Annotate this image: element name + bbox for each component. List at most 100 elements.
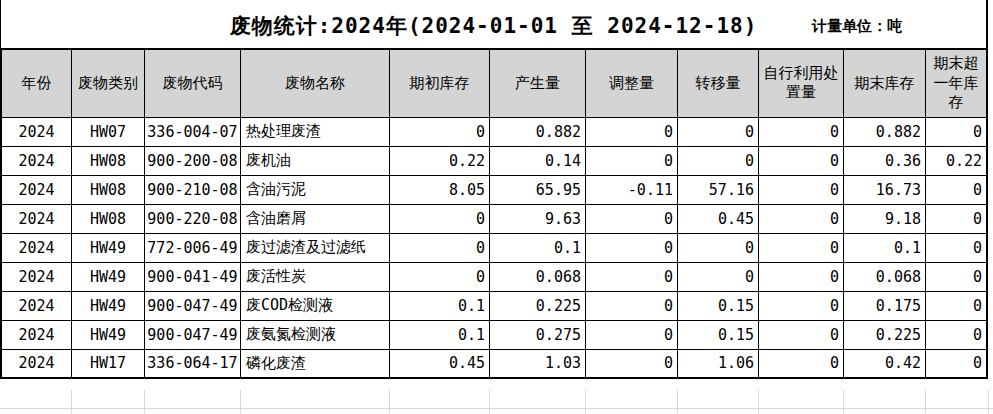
table-cell[interactable]: 0 [926,349,987,378]
column-header[interactable]: 转移量 [678,49,759,117]
table-cell[interactable]: 0 [586,291,678,320]
table-cell[interactable]: HW07 [72,117,145,146]
table-cell[interactable]: 0.068 [844,262,926,291]
table-cell[interactable]: 废氨氮检测液 [241,320,390,349]
table-cell[interactable]: 0 [926,175,987,204]
table-cell[interactable]: 废过滤渣及过滤纸 [241,233,390,262]
table-cell[interactable]: 含油污泥 [241,175,390,204]
table-cell[interactable]: 0 [586,349,678,378]
table-cell[interactable]: 900-220-08 [145,204,241,233]
table-cell[interactable]: 0 [586,233,678,262]
table-cell[interactable]: HW08 [72,204,145,233]
table-cell[interactable]: 9.18 [844,204,926,233]
table-cell[interactable]: 0 [759,262,844,291]
table-cell[interactable]: 0.45 [390,349,490,378]
table-cell[interactable]: 336-064-17 [145,349,241,378]
column-header[interactable]: 废物名称 [241,49,390,117]
table-cell[interactable]: 0.1 [844,233,926,262]
table-cell[interactable]: 含油磨屑 [241,204,390,233]
table-cell[interactable]: 0 [759,320,844,349]
table-cell[interactable]: 0.14 [490,146,586,175]
column-header[interactable]: 废物类别 [72,49,145,117]
table-cell[interactable]: HW08 [72,175,145,204]
table-cell[interactable]: 2024 [2,291,72,320]
table-cell[interactable]: 0 [926,117,987,146]
table-cell[interactable]: 0.175 [844,291,926,320]
table-cell[interactable]: 65.95 [490,175,586,204]
table-cell[interactable]: 0 [390,117,490,146]
table-cell[interactable]: 900-041-49 [145,262,241,291]
table-cell[interactable]: 0.225 [490,291,586,320]
table-cell[interactable]: 0.22 [926,146,987,175]
table-cell[interactable]: 热处理废渣 [241,117,390,146]
table-cell[interactable]: 2024 [2,262,72,291]
column-header[interactable]: 年份 [2,49,72,117]
table-cell[interactable]: 0.1 [390,291,490,320]
table-cell[interactable]: 0 [678,146,759,175]
table-cell[interactable]: 900-200-08 [145,146,241,175]
table-cell[interactable]: 2024 [2,146,72,175]
table-cell[interactable]: 0 [390,262,490,291]
table-cell[interactable]: 336-004-07 [145,117,241,146]
table-cell[interactable]: 0.1 [390,320,490,349]
table-cell[interactable]: 57.16 [678,175,759,204]
table-cell[interactable]: 0.15 [678,291,759,320]
table-cell[interactable]: 1.06 [678,349,759,378]
table-cell[interactable]: 900-047-49 [145,291,241,320]
table-cell[interactable]: 2024 [2,204,72,233]
table-cell[interactable]: HW49 [72,291,145,320]
table-cell[interactable]: HW49 [72,320,145,349]
table-cell[interactable]: 0 [390,233,490,262]
table-cell[interactable]: 0.068 [490,262,586,291]
table-cell[interactable]: 0 [586,320,678,349]
table-cell[interactable]: 0.225 [844,320,926,349]
table-cell[interactable]: 1.03 [490,349,586,378]
table-cell[interactable]: 废机油 [241,146,390,175]
table-cell[interactable]: 0 [926,204,987,233]
table-cell[interactable]: 900-210-08 [145,175,241,204]
table-cell[interactable]: HW49 [72,262,145,291]
table-cell[interactable]: 0 [926,291,987,320]
table-cell[interactable]: 900-047-49 [145,320,241,349]
column-header[interactable]: 废物代码 [145,49,241,117]
table-cell[interactable]: 0 [926,262,987,291]
table-cell[interactable]: 0 [586,262,678,291]
table-cell[interactable]: 废活性炭 [241,262,390,291]
table-cell[interactable]: 0 [390,204,490,233]
table-cell[interactable]: 0 [759,291,844,320]
table-cell[interactable]: 0 [586,204,678,233]
table-cell[interactable]: 2024 [2,320,72,349]
table-cell[interactable]: 磷化废渣 [241,349,390,378]
table-cell[interactable]: 0.22 [390,146,490,175]
table-cell[interactable]: 0 [759,175,844,204]
table-cell[interactable]: 0 [586,117,678,146]
table-cell[interactable]: 2024 [2,175,72,204]
table-cell[interactable]: 0.275 [490,320,586,349]
table-cell[interactable]: 废COD检测液 [241,291,390,320]
table-cell[interactable]: 0 [759,146,844,175]
table-cell[interactable]: 0.45 [678,204,759,233]
table-cell[interactable]: 0.1 [490,233,586,262]
table-cell[interactable]: 0 [678,262,759,291]
table-cell[interactable]: 0 [759,204,844,233]
table-cell[interactable]: 0.882 [490,117,586,146]
table-cell[interactable]: 0 [759,233,844,262]
column-header[interactable]: 期初库存 [390,49,490,117]
table-cell[interactable]: HW08 [72,146,145,175]
column-header[interactable]: 产生量 [490,49,586,117]
table-cell[interactable]: HW49 [72,233,145,262]
table-cell[interactable]: 0.15 [678,320,759,349]
table-cell[interactable]: 9.63 [490,204,586,233]
table-cell[interactable]: 16.73 [844,175,926,204]
table-cell[interactable]: 0.42 [844,349,926,378]
table-cell[interactable]: 8.05 [390,175,490,204]
column-header[interactable]: 调整量 [586,49,678,117]
table-cell[interactable]: -0.11 [586,175,678,204]
column-header[interactable]: 期末库存 [844,49,926,117]
table-cell[interactable]: 0 [759,117,844,146]
table-cell[interactable]: 0.882 [844,117,926,146]
column-header[interactable]: 期末超一年库存 [926,49,987,117]
table-cell[interactable]: 0.36 [844,146,926,175]
table-cell[interactable]: 0 [586,146,678,175]
table-cell[interactable]: 2024 [2,117,72,146]
